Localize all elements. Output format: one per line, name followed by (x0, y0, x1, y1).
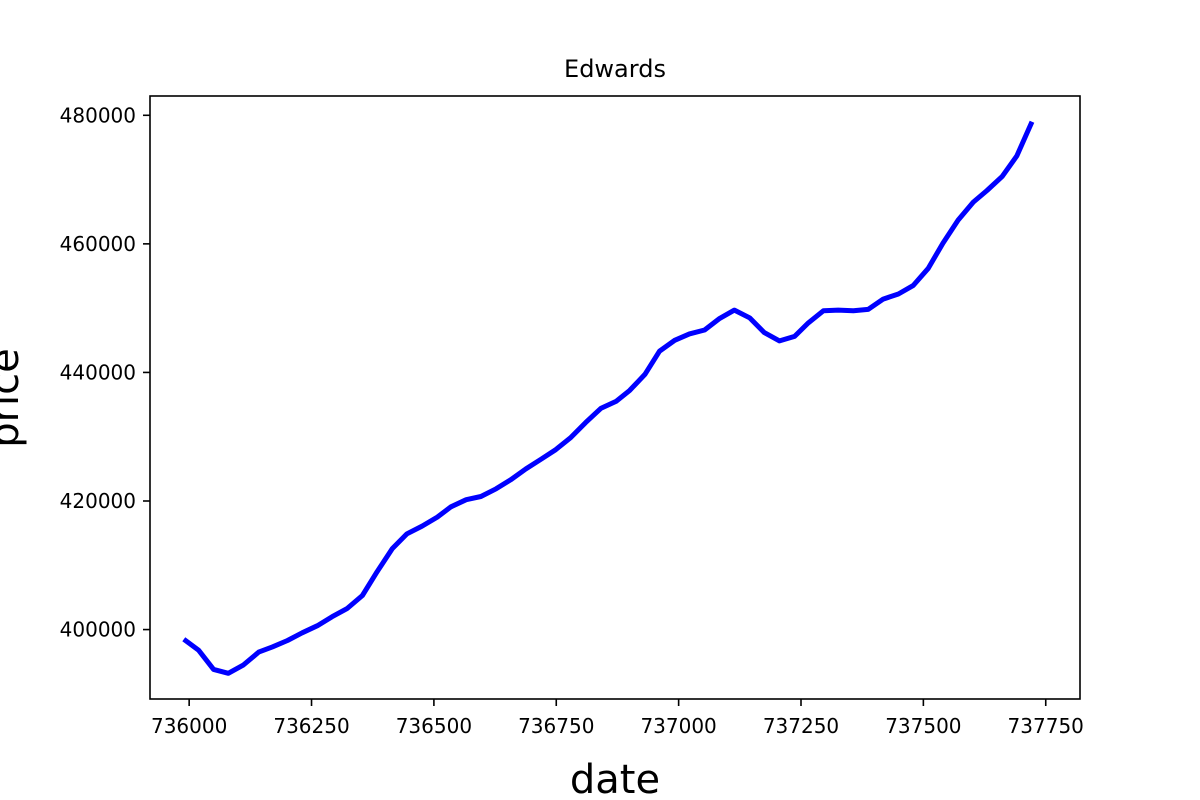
y-axis-label: price (0, 348, 28, 448)
x-tick-label: 737000 (640, 714, 716, 738)
x-tick-label: 736750 (518, 714, 594, 738)
x-tick-label: 736250 (273, 714, 349, 738)
x-tick-label: 737500 (885, 714, 961, 738)
plot-frame (149, 95, 1081, 700)
y-tick-label: 400000 (60, 618, 136, 642)
y-tick-label: 460000 (60, 232, 136, 256)
chart-title: Edwards (564, 55, 666, 83)
x-tick-label: 737250 (763, 714, 839, 738)
plot-area (182, 120, 1035, 676)
x-tick-label: 736000 (151, 714, 227, 738)
y-tick-label: 420000 (60, 489, 136, 513)
x-tick-label: 736500 (396, 714, 472, 738)
series-line-0 (182, 120, 1035, 676)
x-tick-label: 737750 (1008, 714, 1084, 738)
y-tick-label: 480000 (60, 103, 136, 127)
x-axis-label: date (570, 757, 660, 800)
x-axis: 736000 736250 736500 736750 737000 737250 7375… (151, 699, 1084, 738)
y-tick-label: 440000 (60, 360, 136, 384)
y-axis: 400000 420000 440000 460000 480000 (60, 103, 150, 642)
